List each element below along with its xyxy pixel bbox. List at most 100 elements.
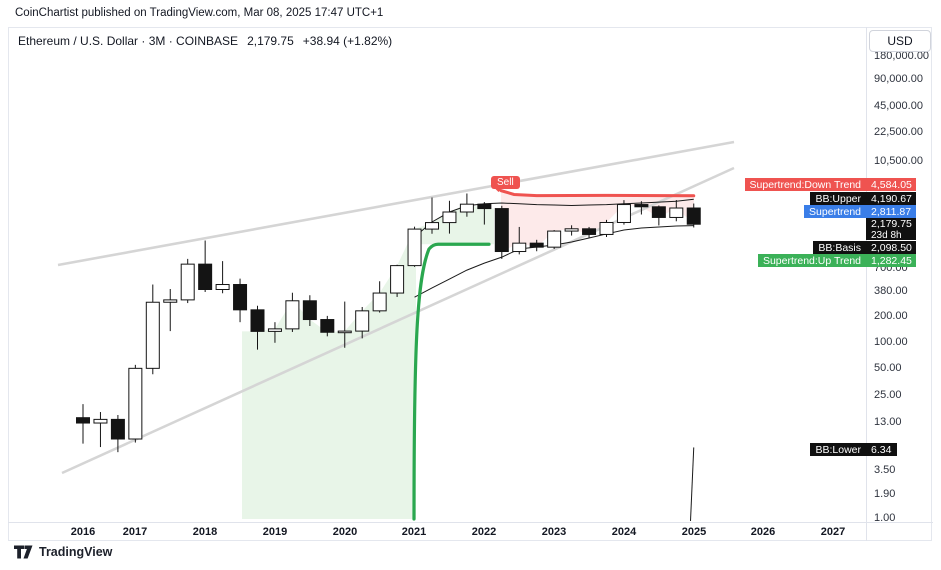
y-axis-tick: 1.00 [874,512,896,524]
price-tag-bb-basis: BB:Basis 2,098.50 [813,241,916,254]
y-axis-tick: 100.00 [874,336,908,348]
candle-2023-q3 [582,228,597,235]
symbol-change: +38.94 (+1.82%) [302,34,393,48]
candle-2022-q2 [494,208,509,253]
price-tag-name: Supertrend:Up Trend [757,254,866,267]
candle-2017-q4 [180,263,195,301]
y-axis-tick: 90,000.00 [874,73,923,85]
candle-2017-q3 [163,299,178,303]
candle-2023-q1 [547,230,562,248]
y-axis-tick: 13.00 [874,416,902,428]
price-tag-value: 2,098.50 [866,241,916,254]
price-tag-name: BB:Upper [810,192,866,205]
candle-2024-q1 [616,204,631,223]
price-tag-supertrend-up-trend: Supertrend:Up Trend 1,282.45 [757,254,916,267]
x-axis-year: 2017 [122,526,148,538]
x-axis-year: 2024 [611,526,637,538]
price-tag-supertrend-down-trend: Supertrend:Down Trend 4,584.05 [744,178,916,191]
y-axis-tick: 380.00 [874,285,908,297]
price-tag-name: Supertrend [804,205,866,218]
y-axis-tick: 10,500.00 [874,155,923,167]
candle-2019-q1 [267,328,282,332]
tradingview-logo-icon[interactable] [14,544,33,560]
x-axis-year: 2018 [192,526,218,538]
candle-2023-q4 [599,221,614,235]
y-axis-tick: 50.00 [874,362,902,374]
price-tag-value: 6.34 [866,443,897,456]
chart-canvas[interactable] [8,27,933,541]
currency-unit-button[interactable]: USD [869,30,931,52]
candle-2025-q1 [686,207,701,225]
supertrend-down-line [499,189,696,198]
candle-2017-q1 [128,367,143,440]
candle-2018-q4 [250,309,265,332]
candle-2022-q4 [529,242,544,248]
candle-2018-q3 [233,284,248,311]
x-axis-year: 2020 [332,526,358,538]
footer: TradingView [14,544,112,560]
candle-2022-q3 [512,242,527,253]
symbol-title[interactable]: Ethereum / U.S. Dollar · 3M · COINBASE [18,34,239,48]
candle-2017-q2 [145,301,160,369]
time-axis-separator [8,522,933,523]
candle-2021-q1 [407,228,422,267]
price-tag-last-price: 2,179.75 23d 8h [866,218,916,241]
publish-attribution: CoinChartist published on TradingView.co… [15,7,384,19]
tradingview-logo-text[interactable]: TradingView [39,545,113,559]
candle-2024-q3 [651,206,666,218]
x-axis-year: 2026 [750,526,776,538]
symbol-last-price: 2,179.75 [247,34,294,48]
price-tag-supertrend: Supertrend 2,811.87 [804,205,916,218]
y-axis-tick: 200.00 [874,310,908,322]
x-axis-year: 2016 [70,526,96,538]
price-tag-name: BB:Basis [813,241,866,254]
price-tag-value: 4,190.67 [866,192,916,205]
candle-2016-q3 [93,418,108,424]
supertrend-up-fill [242,204,494,519]
x-axis-year: 2023 [541,526,567,538]
price-tag-value: 4,584.05 [866,178,916,191]
candle-2020-q3 [372,292,387,312]
symbol-header: Ethereum / U.S. Dollar · 3M · COINBASE 2… [10,30,403,52]
candle-2020-q1 [337,330,352,334]
candle-2018-q1 [198,263,213,290]
price-axis-separator [866,27,867,541]
candle-2016-q4 [110,418,125,440]
candle-2019-q4 [320,319,335,333]
candle-2021-q4 [459,203,474,213]
supertrend-up-line [412,242,491,521]
y-axis-tick: 3.50 [874,464,896,476]
candle-2023-q2 [564,228,579,232]
x-axis-year: 2027 [820,526,846,538]
candle-2021-q3 [442,211,457,224]
price-tag-name: BB:Lower [810,443,866,456]
y-axis-tick: 22,500.00 [874,126,923,138]
candle-2022-q1 [477,203,492,210]
x-axis-year: 2022 [471,526,497,538]
price-tag-value: 2,811.87 [866,205,916,218]
bb-lower-line [690,447,695,521]
chart-widget [8,27,932,541]
candle-2021-q2 [425,222,439,230]
plot-area [57,140,735,521]
candle-2020-q2 [355,310,370,332]
candle-2019-q3 [302,300,317,321]
candle-2024-q2 [634,204,649,208]
price-tag-value: 1,282.45 [866,254,916,267]
x-axis-year: 2019 [262,526,288,538]
sell-signal-text: Sell [497,177,514,188]
price-tag-value: 2,179.75 23d 8h [866,218,916,241]
y-axis-tick: 25.00 [874,389,902,401]
candle-2024-q4 [669,207,684,218]
y-axis-tick: 45,000.00 [874,100,923,112]
price-tag-bb-upper: BB:Upper 4,190.67 [810,192,916,205]
trend-channel-upper [57,140,735,267]
x-axis-year: 2021 [401,526,427,538]
sell-signal-label: Sell [491,176,520,189]
y-axis-tick: 180,000.00 [874,50,930,62]
y-axis-tick: 1.90 [874,488,896,500]
candle-2019-q2 [285,300,300,330]
candle-2020-q4 [390,265,405,294]
price-tag-bb-lower: BB:Lower 6.34 [810,443,897,456]
